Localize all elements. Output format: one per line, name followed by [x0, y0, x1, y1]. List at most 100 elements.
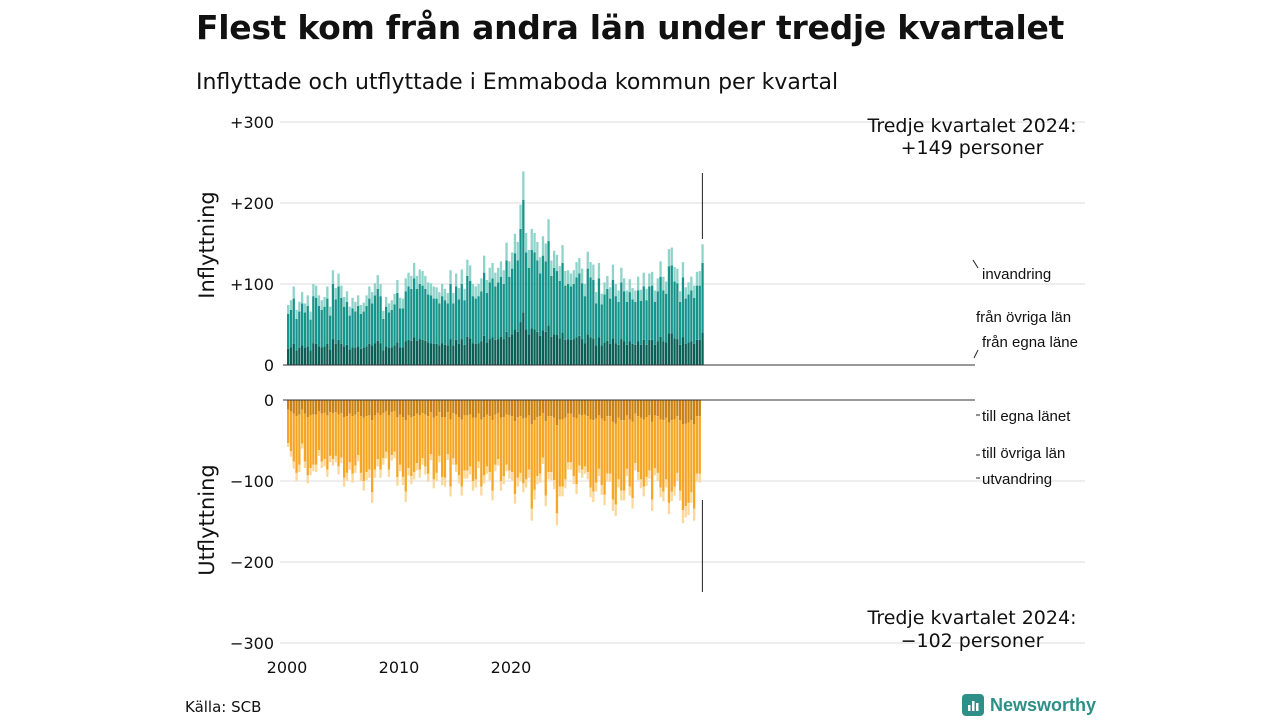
bar-out-other	[483, 417, 486, 476]
bar-out-emigration	[595, 482, 598, 492]
bar-out-emigration	[679, 490, 682, 501]
bar-in-other	[494, 286, 497, 340]
bar-in-own	[401, 347, 405, 365]
bar-out-own	[463, 400, 466, 416]
bar-out-other	[315, 414, 318, 465]
bar-out-other	[371, 420, 374, 493]
bar-out-own	[415, 400, 419, 414]
bar-out-own	[653, 400, 657, 416]
bar-out-other	[662, 420, 665, 492]
bar-in-other	[544, 261, 547, 332]
bar-in-own	[289, 347, 293, 365]
bar-out-other	[645, 417, 648, 477]
bar-in-other	[586, 268, 589, 335]
bar-out-emigration	[424, 466, 427, 475]
bar-in-other	[429, 295, 433, 344]
bar-out-other	[357, 412, 360, 456]
bar-out-emigration	[625, 468, 629, 477]
bar-in-other	[648, 286, 651, 340]
bar-out-own	[637, 400, 640, 417]
bar-in-own	[287, 348, 290, 365]
bar-in-immigration	[435, 287, 438, 299]
bar-out-own	[357, 400, 360, 413]
bar-in-own	[477, 343, 480, 365]
bar-in-immigration	[365, 295, 368, 306]
bar-out-other	[323, 412, 326, 460]
bar-out-other	[698, 416, 701, 474]
bar-in-immigration	[564, 271, 567, 286]
bar-in-own	[407, 339, 410, 365]
bar-out-emigration	[695, 473, 699, 482]
bar-in-other	[553, 267, 556, 335]
bar-out-own	[485, 400, 489, 415]
series-labels: Tredje kvartalet 2024:+149 personerTredj…	[867, 115, 1078, 652]
annotation-outflow-line1: Tredje kvartalet 2024:	[867, 607, 1077, 629]
bar-out-emigration	[317, 450, 321, 456]
bar-out-own	[530, 400, 533, 425]
bar-in-immigration	[611, 264, 615, 280]
bar-in-own	[443, 344, 447, 365]
bar-in-own	[373, 343, 377, 365]
bar-out-own	[516, 400, 519, 418]
bar-in-other	[555, 271, 559, 336]
bar-in-other	[698, 285, 701, 340]
bar-in-own	[527, 334, 531, 365]
bar-out-other	[623, 420, 626, 491]
bar-out-emigration	[401, 476, 405, 486]
bar-out-other	[567, 413, 570, 463]
bar-in-own	[595, 345, 598, 365]
bar-out-own	[569, 400, 573, 414]
y-axis-title-inflow: Inflyttning	[195, 191, 219, 298]
brand-logo[interactable]: Newsworthy	[962, 694, 1096, 716]
bar-in-own	[586, 334, 589, 365]
bar-out-own	[460, 400, 463, 420]
bar-out-other	[460, 419, 463, 487]
bar-out-other	[443, 417, 447, 478]
series-label: till övriga län	[982, 445, 1065, 462]
bar-out-own	[592, 400, 595, 421]
bar-in-immigration	[399, 297, 402, 309]
bar-in-own	[469, 338, 472, 365]
bar-out-emigration	[404, 491, 407, 503]
bar-in-own	[662, 341, 665, 365]
bar-in-immigration	[424, 275, 427, 289]
bar-out-own	[483, 400, 486, 418]
bar-out-emigration	[387, 469, 391, 477]
bar-out-own	[499, 400, 503, 418]
bar-in-own	[354, 347, 357, 365]
bar-in-other	[455, 286, 458, 340]
outflow-bars	[287, 400, 701, 526]
bar-out-emigration	[312, 464, 315, 472]
bar-out-other	[376, 412, 379, 460]
bar-in-own	[491, 337, 494, 365]
bar-in-own	[505, 331, 508, 365]
bar-in-own	[614, 343, 617, 365]
bar-out-own	[331, 400, 335, 413]
bar-out-own	[385, 400, 388, 412]
bar-in-own	[315, 343, 318, 365]
bar-in-own	[648, 339, 651, 365]
bar-in-other	[603, 294, 606, 343]
bar-out-own	[600, 400, 603, 419]
bar-in-immigration	[578, 258, 581, 274]
y-tick-label: −200	[230, 553, 274, 572]
bar-out-emigration	[659, 487, 662, 498]
bar-in-own	[480, 341, 483, 365]
bar-out-emigration	[343, 477, 346, 487]
bar-in-own	[575, 337, 578, 365]
bar-in-other	[354, 311, 357, 348]
bar-in-own	[309, 350, 312, 365]
bar-in-other	[611, 279, 615, 339]
bar-in-other	[488, 282, 491, 340]
bar-out-emigration	[516, 477, 519, 487]
bar-in-other	[480, 291, 483, 342]
bar-in-immigration	[303, 303, 307, 313]
bar-out-own	[427, 400, 430, 417]
bar-in-other	[595, 303, 598, 346]
bar-in-other	[679, 301, 682, 345]
bar-in-other	[379, 296, 382, 344]
bar-in-other	[435, 298, 438, 344]
bar-in-immigration	[345, 291, 349, 302]
bar-in-immigration	[483, 255, 486, 273]
bar-in-own	[382, 350, 385, 365]
